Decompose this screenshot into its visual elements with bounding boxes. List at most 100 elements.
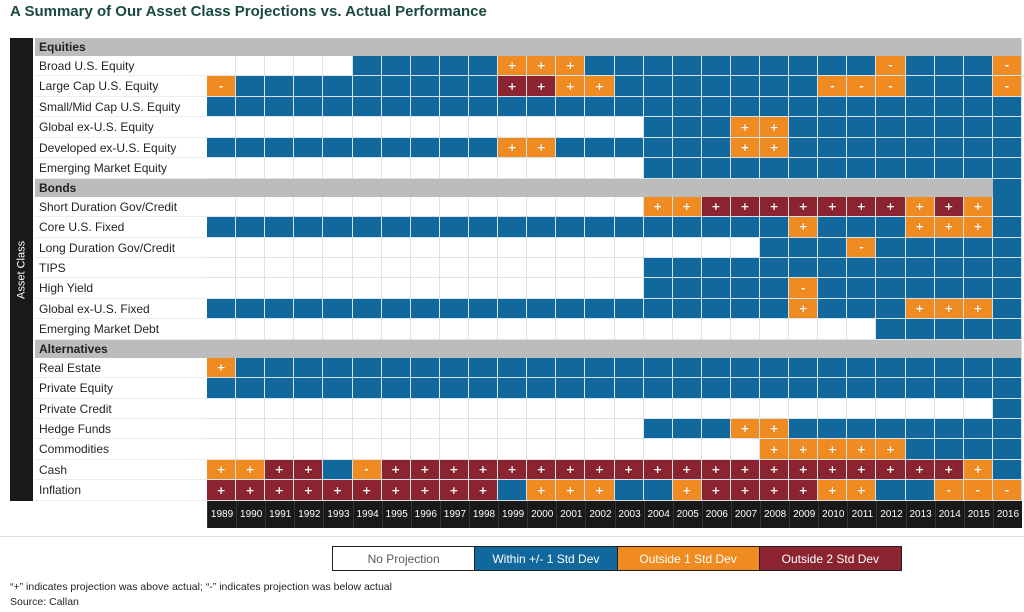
- grid-cell: [614, 237, 644, 258]
- grid-cell: [701, 319, 731, 340]
- grid-cell: [789, 357, 819, 379]
- grid-cell: [439, 196, 469, 218]
- grid-cell: [352, 137, 382, 159]
- grid-cell: [934, 76, 964, 97]
- cell-sign: +: [827, 442, 837, 456]
- grid-cell: [352, 419, 382, 440]
- grid-cell: [468, 257, 499, 279]
- grid-area: Equities Broad U.S. Equity + + + - - Large Cap …: [35, 38, 1022, 528]
- grid-cell: +: [556, 459, 586, 481]
- grid-cell: +: [760, 137, 790, 159]
- cell-sign: +: [332, 483, 343, 497]
- grid-cell: [410, 96, 440, 118]
- grid-cell: [265, 217, 295, 238]
- grid-cell: [701, 298, 731, 320]
- grid-cell: [701, 278, 731, 299]
- grid-cell: [934, 117, 964, 138]
- asset-row: Broad U.S. Equity + + + - -: [35, 56, 1022, 77]
- grid-cell: [207, 398, 237, 419]
- cell-sign: +: [798, 483, 808, 497]
- grid-cell: +: [934, 298, 964, 320]
- grid-cell: [323, 378, 353, 399]
- grid-cell: [468, 158, 499, 179]
- grid-cell: [701, 117, 731, 138]
- cell-sign: +: [449, 483, 459, 497]
- grid-cell: [236, 196, 266, 218]
- grid-cell: [760, 278, 790, 299]
- grid-cell: [992, 278, 1022, 299]
- grid-cell: [527, 278, 557, 299]
- footnote-signs: “+” indicates projection was above actua…: [10, 581, 392, 593]
- grid-cell: [818, 398, 848, 419]
- grid-cell: [760, 96, 790, 118]
- grid-cell: +: [701, 459, 731, 481]
- grid-cell: [643, 237, 673, 258]
- grid-cell: [672, 237, 702, 258]
- grid-cell: +: [905, 196, 935, 218]
- grid-cell: [410, 278, 440, 299]
- asset-row: High Yield -: [35, 278, 1022, 299]
- grid-cell: [352, 298, 382, 320]
- grid-cell: [294, 378, 324, 399]
- grid-cell: [876, 158, 906, 179]
- cell-sign: +: [565, 59, 575, 73]
- grid-cell: [236, 398, 266, 419]
- asset-row-label: High Yield: [35, 278, 207, 299]
- cell-sign: +: [740, 422, 750, 436]
- grid-cell: [905, 398, 935, 419]
- grid-cell: [527, 319, 557, 340]
- grid-cell: [760, 357, 790, 379]
- grid-cell: [934, 158, 964, 179]
- grid-cell: [585, 319, 615, 340]
- cell-sign: +: [798, 442, 808, 456]
- grid-cell: [992, 158, 1022, 179]
- grid-cell: [643, 137, 673, 159]
- grid-cell: [992, 237, 1022, 258]
- grid-cell: [905, 439, 935, 460]
- grid-cell: [323, 217, 353, 238]
- grid-cell: -: [876, 76, 906, 97]
- grid-cell: [265, 319, 295, 340]
- cell-sign: +: [274, 483, 284, 497]
- grid-cell: [614, 196, 644, 218]
- grid-cell: [265, 137, 295, 159]
- grid-cell: [614, 257, 644, 279]
- grid-cell: [818, 56, 848, 77]
- grid-cell: [672, 398, 702, 419]
- grid-cell: [352, 439, 382, 460]
- year-tick: 2005: [672, 500, 702, 528]
- grid-cell: [847, 357, 877, 379]
- grid-cell: [643, 357, 673, 379]
- grid-cell: [760, 319, 790, 340]
- year-tick: 1997: [439, 500, 469, 528]
- grid-cell: [236, 419, 266, 440]
- cell-sign: +: [216, 483, 226, 497]
- grid-cell: [556, 257, 586, 279]
- grid-cell: [701, 378, 731, 399]
- grid-cell: [730, 96, 761, 118]
- grid-cell: [410, 196, 440, 218]
- grid-cell: [294, 96, 324, 118]
- cell-sign: +: [682, 483, 692, 497]
- cell-sign: +: [769, 463, 779, 477]
- grid-cell: [701, 237, 731, 258]
- year-tick: 2007: [730, 500, 761, 528]
- cell-sign: +: [769, 442, 779, 456]
- grid-cell: [556, 117, 586, 138]
- grid-cell: [789, 257, 819, 279]
- grid-cell: [556, 96, 586, 118]
- grid-cell: +: [236, 459, 266, 481]
- grid-cell: +: [410, 459, 440, 481]
- grid-cell: [934, 237, 964, 258]
- grid-cell: [818, 319, 848, 340]
- grid-cell: [643, 56, 673, 77]
- grid-cell: +: [847, 480, 877, 501]
- grid-cell: [265, 357, 295, 379]
- asset-row: Commodities + + + + +: [35, 439, 1022, 460]
- grid-cell: [585, 237, 615, 258]
- cell-sign: +: [915, 220, 925, 234]
- grid-cell: [614, 357, 644, 379]
- grid-cell: [323, 196, 353, 218]
- grid-cell: [643, 158, 673, 179]
- grid-cell: +: [818, 196, 848, 218]
